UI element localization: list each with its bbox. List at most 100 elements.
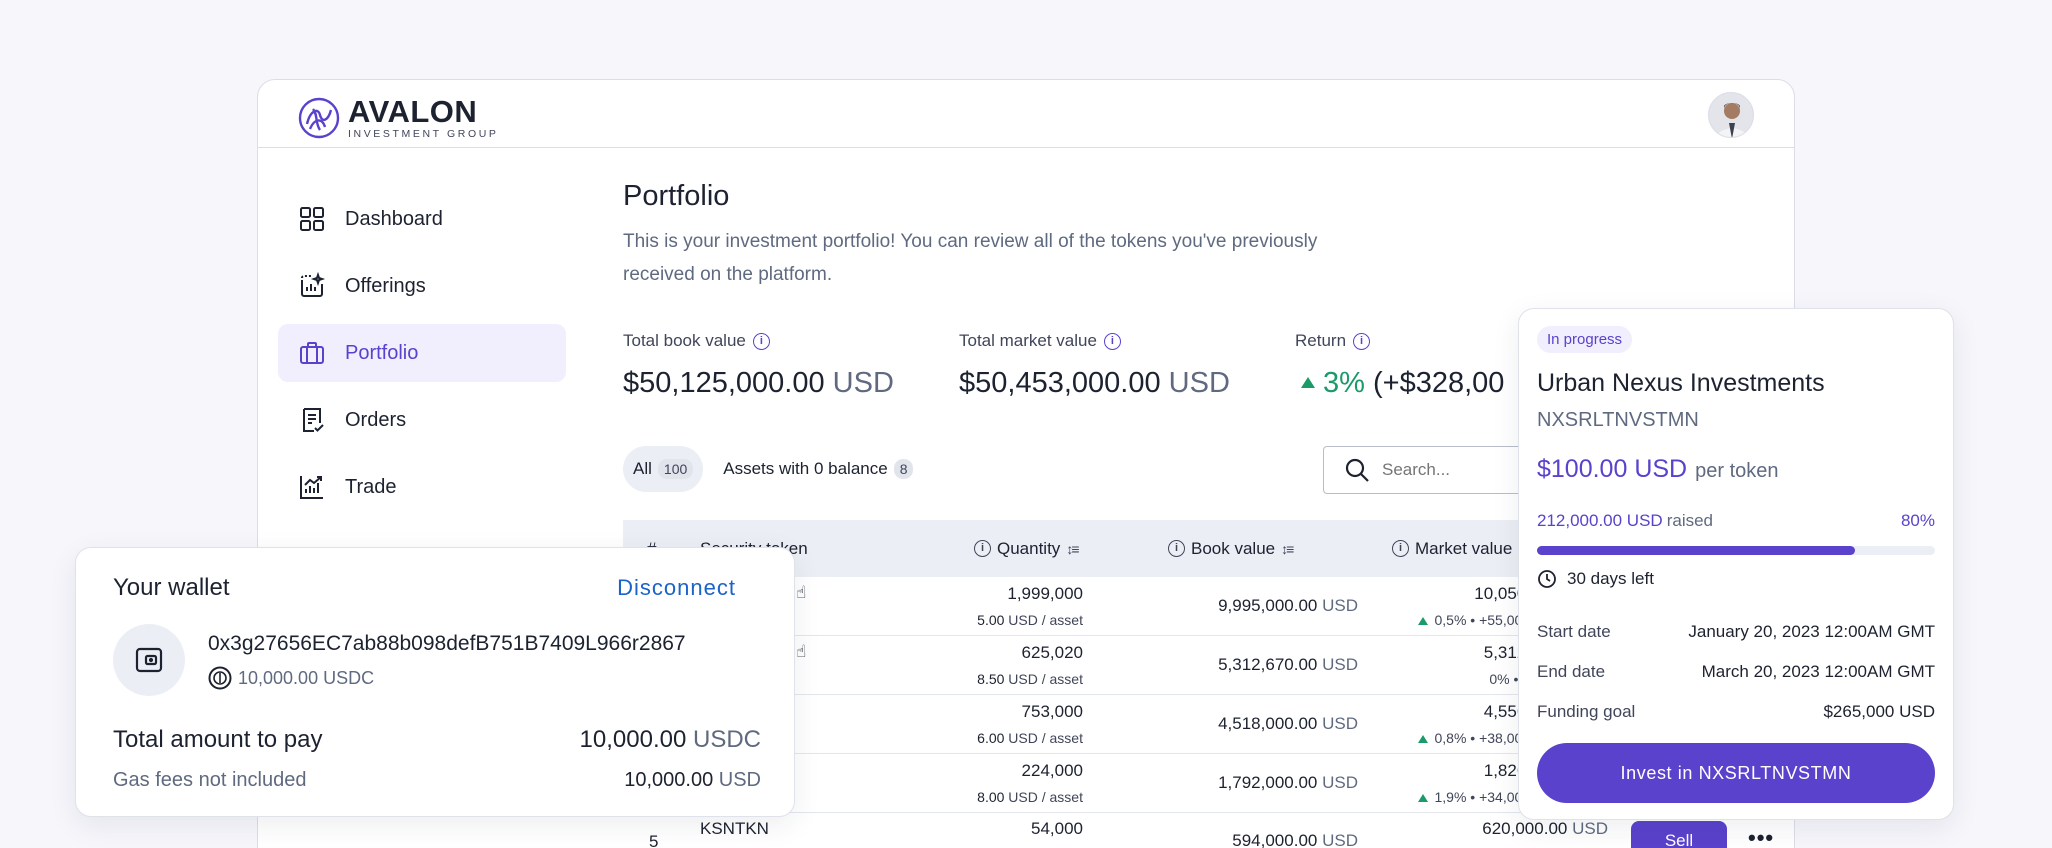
sort-icon: ↕≡ [1281, 540, 1294, 557]
sidebar-item-label: Portfolio [345, 341, 419, 364]
col-label: Market value [1415, 538, 1513, 558]
sidebar-item-portfolio[interactable]: Portfolio [278, 324, 566, 382]
receipt-icon [303, 408, 324, 432]
book-unit: USD [1322, 714, 1358, 733]
table-row[interactable]: 5 KSNTKN 54,000 594,000.00 USD 620,000.0… [623, 813, 1773, 848]
col-book-value[interactable]: i Book value ↕≡ [1168, 539, 1294, 559]
book-unit: USD [1322, 773, 1358, 792]
price-unit: USD / asset [1008, 730, 1083, 746]
user-avatar[interactable] [1708, 92, 1754, 138]
quantity-value: 1,999,000 [1007, 584, 1083, 603]
book-unit: USD [1322, 596, 1358, 615]
user-avatar-icon [1709, 93, 1753, 137]
sidebar-item-label: Trade [345, 475, 397, 498]
raised-percent: 80% [1900, 511, 1935, 530]
page-title: Portfolio [623, 180, 730, 212]
raised-label: raised [1666, 511, 1714, 530]
quantity-value: 224,000 [1021, 761, 1083, 780]
book-value: 4,518,000.00 [1218, 714, 1318, 733]
return-percent: 3% [1323, 367, 1365, 399]
raised-value: 212,000.00 USD [1537, 511, 1663, 530]
search-input[interactable] [1382, 460, 1532, 480]
funding-goal-value: $265,000 USD [1823, 702, 1935, 721]
col-label: Quantity [997, 538, 1061, 558]
usdc-coin-icon [208, 666, 232, 690]
count-badge: 100 [657, 459, 694, 479]
filter-all[interactable]: All 100 [623, 446, 704, 492]
info-icon: i [974, 540, 991, 557]
total-amount: 10,000.00 [579, 726, 687, 753]
funding-progress-bar [1537, 546, 1935, 555]
hand-coin-icon: ☝ [796, 642, 807, 661]
trend-up-icon [1417, 735, 1428, 744]
sort-icon: ↕≡ [1066, 540, 1079, 557]
sidebar-item-orders[interactable]: Orders [278, 391, 566, 449]
brand-logo[interactable]: AVALON INVESTMENT GROUP [298, 96, 499, 140]
offering-ticker: NXSRLTNVSTMN [1537, 409, 1699, 431]
stats-row: Total book value i $50,125,000.00 USD Tot… [623, 331, 1631, 400]
book-value: 1,792,000.00 [1218, 773, 1318, 792]
sell-button[interactable]: Sell [1631, 821, 1727, 848]
info-icon: i [1168, 540, 1185, 557]
sidebar-item-dashboard[interactable]: Dashboard [278, 190, 566, 248]
stat-book-value: Total book value i $50,125,000.00 USD [623, 331, 959, 400]
end-date-label: End date [1537, 662, 1606, 681]
invest-button[interactable]: Invest in NXSRLTNVSTMN [1537, 743, 1935, 803]
book-value: 9,995,000.00 [1218, 596, 1318, 615]
stat-return: Return i 3% (+$328,00 [1295, 331, 1631, 400]
start-date-row: Start date January 20, 2023 12:00AM GMT [1537, 622, 1935, 642]
sidebar-item-label: Orders [345, 408, 407, 431]
brand-subtitle: INVESTMENT GROUP [348, 128, 499, 140]
col-quantity[interactable]: i Quantity ↕≡ [974, 538, 1080, 559]
main-content: Portfolio This is your investment portfo… [623, 180, 1783, 848]
filter-label: Assets with 0 balance [723, 459, 888, 478]
market-value: 620,000.00 [1482, 819, 1568, 838]
clock-icon [1538, 570, 1556, 588]
search-icon [1345, 458, 1369, 482]
col-market-value[interactable]: i Market value [1392, 539, 1512, 559]
disconnect-button[interactable]: Disconnect [617, 575, 736, 600]
sidebar-item-trade[interactable]: Trade [278, 458, 566, 516]
market-unit: USD [1572, 819, 1608, 838]
trend-up-icon [1417, 794, 1428, 803]
briefcase-icon [300, 342, 324, 364]
price-per-asset: 5.00 [977, 612, 1005, 628]
more-options-icon[interactable]: ••• [1748, 825, 1775, 848]
total-value: 10,000.00 USDC [580, 726, 761, 754]
book-value: 5,312,670.00 [1218, 655, 1318, 674]
progress-fill [1537, 546, 1856, 555]
price-value: $100.00 USD [1537, 455, 1688, 483]
price-per: per token [1695, 460, 1779, 482]
wallet-icon [135, 647, 163, 673]
stat-label: Total book value [623, 331, 746, 350]
offering-name: Urban Nexus Investments [1537, 369, 1825, 397]
sidebar-item-label: Offerings [345, 274, 426, 297]
total-label: Total amount to pay [113, 726, 323, 753]
wallet-balance: 10,000.00 USDC [208, 666, 374, 690]
funding-goal-row: Funding goal $265,000 USD [1537, 702, 1935, 722]
offerings-icon [301, 272, 326, 297]
grid-icon [300, 207, 324, 231]
sidebar-item-offerings[interactable]: Offerings [278, 257, 566, 315]
start-date-label: Start date [1537, 622, 1611, 641]
end-date-value: March 20, 2023 12:00AM GMT [1701, 662, 1935, 681]
chart-icon [300, 476, 323, 499]
gas-unit: USD [718, 769, 761, 791]
info-icon[interactable]: i [1103, 332, 1121, 350]
start-date-value: January 20, 2023 12:00AM GMT [1688, 622, 1935, 641]
avalon-logo-icon [298, 97, 340, 138]
quantity-value: 54,000 [1031, 819, 1083, 838]
wallet-address: 0x3g27656EC7ab88b098defB751B7409L966r286… [208, 632, 686, 655]
offering-price: $100.00 USD per token [1537, 455, 1779, 484]
trend-up-icon [1417, 617, 1428, 626]
price-unit: USD / asset [1008, 612, 1083, 628]
filter-tabs: All 100 Assets with 0 balance 8 [623, 446, 933, 492]
quantity-value: 753,000 [1021, 702, 1083, 721]
stat-label: Return [1295, 331, 1347, 350]
filter-zero-balance[interactable]: Assets with 0 balance 8 [713, 446, 923, 492]
stat-label: Total market value [959, 331, 1097, 350]
info-icon[interactable]: i [752, 332, 770, 350]
info-icon[interactable]: i [1353, 332, 1371, 350]
book-unit: USD [1322, 831, 1358, 848]
return-amount: (+$328,00 [1372, 367, 1505, 399]
